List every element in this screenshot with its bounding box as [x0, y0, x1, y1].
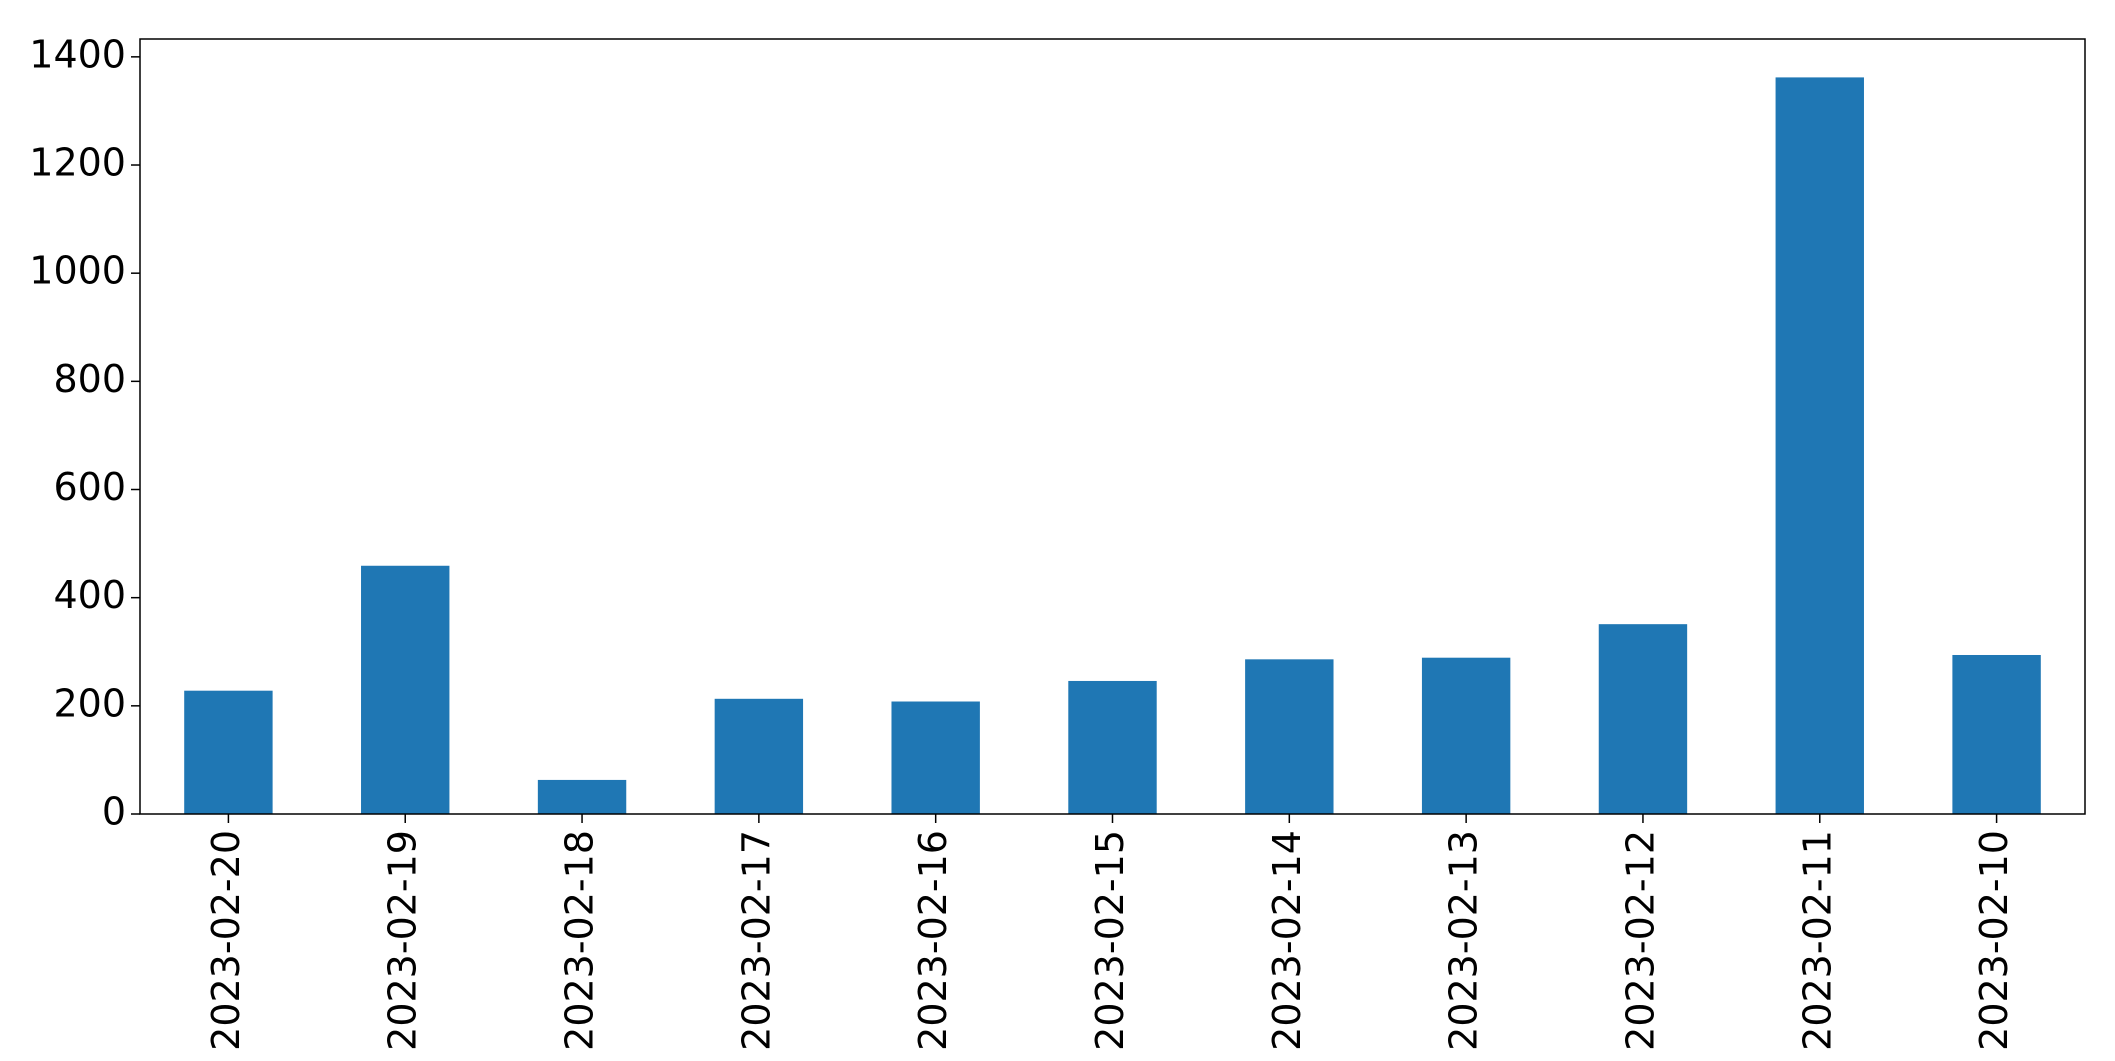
y-tick-label: 1200	[29, 141, 126, 185]
bar	[1421, 657, 1511, 814]
x-tick-label: 2023-02-19	[381, 830, 425, 1051]
y-tick-label: 200	[53, 681, 126, 725]
bar	[1068, 680, 1157, 814]
x-tick-label: 2023-02-18	[558, 830, 602, 1051]
x-tick-label: 2023-02-17	[734, 830, 778, 1051]
x-tick-label: 2023-02-12	[1618, 830, 1662, 1051]
x-tick-label: 2023-02-14	[1265, 830, 1309, 1051]
bar	[537, 779, 627, 814]
bar	[714, 698, 804, 814]
x-tick-label: 2023-02-20	[204, 830, 248, 1051]
x-tick-label: 2023-02-11	[1795, 830, 1839, 1051]
y-tick-label: 400	[53, 573, 126, 617]
y-tick-label: 800	[53, 357, 126, 401]
bar	[1775, 77, 1864, 815]
y-tick-label: 1400	[29, 32, 126, 76]
bar	[361, 565, 450, 814]
bar	[1952, 654, 2041, 814]
y-tick-label: 0	[102, 790, 126, 834]
x-tick-label: 2023-02-10	[1972, 830, 2016, 1051]
bar	[1598, 624, 1688, 814]
x-tick-label: 2023-02-15	[1088, 830, 1132, 1051]
x-tick-label: 2023-02-13	[1442, 830, 1486, 1051]
y-tick-label: 1000	[29, 249, 126, 293]
bar	[891, 701, 980, 814]
plot-frame	[139, 38, 2086, 815]
x-tick-label: 2023-02-16	[911, 830, 955, 1051]
bar	[184, 690, 273, 814]
bar	[1245, 659, 1334, 814]
y-tick-label: 600	[53, 465, 126, 509]
